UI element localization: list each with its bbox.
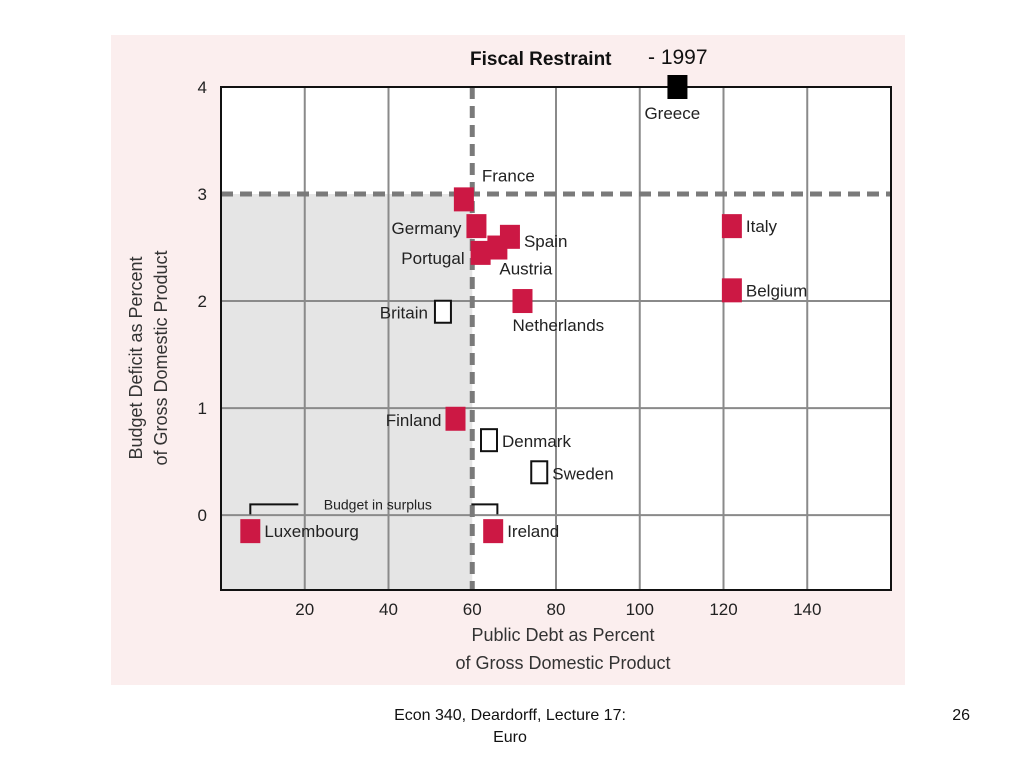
label-ireland: Ireland	[507, 522, 559, 541]
y-tick-label: 4	[198, 78, 207, 97]
marker-germany	[466, 214, 487, 239]
surplus-bracket-right	[471, 503, 499, 515]
x-tick-label: 60	[463, 600, 482, 619]
label-spain: Spain	[524, 232, 567, 251]
marker-britain	[433, 299, 452, 324]
footer-line-2: Euro	[493, 729, 527, 746]
surplus-bracket-label: Budget in surplus	[324, 496, 432, 512]
marker-sweden	[530, 460, 549, 485]
label-netherlands: Netherlands	[513, 316, 605, 335]
maastricht-compliant-region	[221, 194, 473, 590]
label-italy: Italy	[746, 217, 778, 236]
label-finland: Finland	[386, 411, 442, 430]
scatter-chart: 20 40 60 80 100 120 140 0 1 2 3 4 Budget in surplus…	[126, 46, 892, 673]
x-tick-label: 140	[793, 600, 821, 619]
label-britain: Britain	[380, 304, 428, 323]
y-tick-label: 1	[198, 399, 207, 418]
slide-footer: Econ 340, Deardorff, Lecture 17: Euro	[340, 705, 680, 749]
slide-number: 26	[952, 707, 970, 724]
marker-denmark	[480, 428, 498, 453]
figure-panel: 20 40 60 80 100 120 140 0 1 2 3 4 Budget in surplus…	[111, 35, 905, 685]
plot-frame	[220, 86, 892, 591]
marker-ireland	[483, 519, 504, 544]
y-axis-label-line2: of Gross Domestic Product	[151, 250, 171, 465]
x-tick-label: 40	[379, 600, 398, 619]
label-greece: Greece	[644, 104, 700, 123]
footer-line-1: Econ 340, Deardorff, Lecture 17:	[394, 707, 626, 724]
x-axis-label-line2: of Gross Domestic Product	[455, 653, 670, 673]
y-tick-label: 2	[198, 292, 207, 311]
marker-finland	[445, 406, 466, 431]
marker-italy	[721, 214, 742, 239]
x-axis-label-line1: Public Debt as Percent	[471, 625, 654, 645]
marker-portugal	[470, 240, 491, 265]
x-tick-label: 80	[547, 600, 566, 619]
x-tick-label: 120	[709, 600, 737, 619]
y-tick-label: 0	[198, 506, 207, 525]
chart-title: Fiscal Restraint	[470, 49, 612, 70]
marker-france	[453, 187, 474, 212]
x-tick-label: 20	[295, 600, 314, 619]
x-tick-label: 100	[626, 600, 654, 619]
marker-belgium	[721, 278, 742, 303]
label-belgium: Belgium	[746, 281, 807, 300]
label-luxembourg: Luxembourg	[264, 522, 359, 541]
marker-austria	[487, 235, 508, 260]
label-sweden: Sweden	[552, 464, 613, 483]
marker-luxembourg	[240, 519, 261, 544]
marker-netherlands	[512, 289, 533, 314]
label-denmark: Denmark	[502, 432, 571, 451]
surplus-bracket-left	[249, 503, 299, 515]
label-france: France	[482, 166, 535, 185]
label-portugal: Portugal	[401, 249, 464, 268]
y-tick-label: 3	[198, 185, 207, 204]
chart-title-year: - 1997	[648, 46, 708, 69]
label-germany: Germany	[392, 219, 462, 238]
y-axis-label-line1: Budget Deficit as Percent	[126, 256, 146, 459]
label-austria: Austria	[499, 260, 552, 279]
marker-greece	[667, 75, 688, 99]
